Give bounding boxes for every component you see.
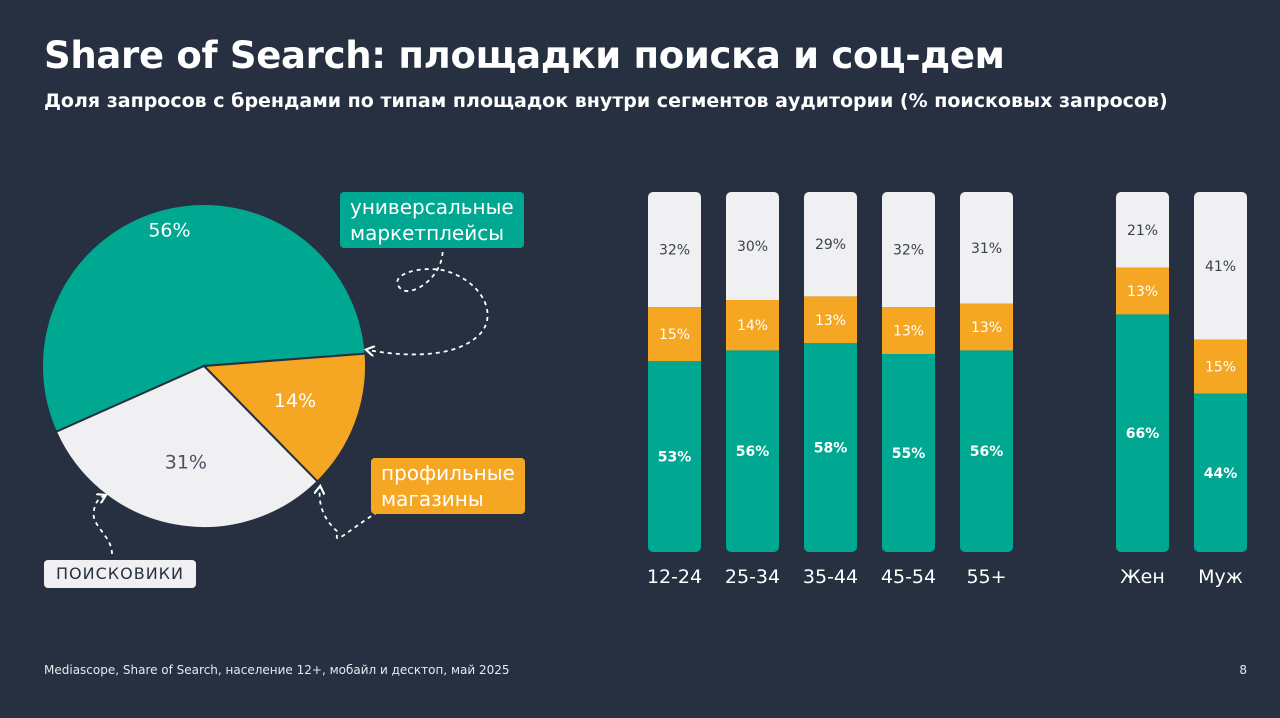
x-tick-label: 25-34 [725,566,780,588]
bar-stack [882,192,935,552]
bar-group-Жен: 66% 13% 21% Жен [1116,192,1169,588]
bar-segment-marketplaces [648,361,701,552]
bar-segment-marketplaces [804,343,857,552]
x-tick-label: 12-24 [647,566,702,588]
bar-label-marketplaces: 53% [658,450,692,466]
bar-label-stores: 13% [1127,284,1158,300]
x-tick-label: 45-54 [881,566,936,588]
bar-group-35-44: 58% 13% 29% 35-44 [803,192,858,588]
bar-stack [726,192,779,552]
bar-stack [960,192,1013,552]
callout-stores-label: профильные магазины [381,461,515,511]
bar-group-Муж: 44% 15% 41% Муж [1194,192,1247,588]
bar-segment-search [726,192,779,300]
bar-segment-search [648,192,701,308]
bar-label-stores: 14% [737,318,768,334]
page-title: Share of Search: площадки поиска и соц-д… [44,34,1005,77]
page-subtitle: Доля запросов с брендами по типам площад… [44,90,1168,112]
bar-label-stores: 15% [1205,360,1236,376]
callout-search: ПОИСКОВИКИ [44,560,196,588]
pie-label-stores: 14% [274,390,316,412]
bar-label-marketplaces: 56% [736,444,770,460]
bar-label-stores: 15% [659,327,690,343]
bar-label-marketplaces: 66% [1126,426,1160,442]
pie-label-search: 31% [165,451,207,473]
pie-slice-marketplaces [41,203,367,434]
arrow-search [92,496,113,555]
bar-label-search: 21% [1127,223,1158,239]
page-number: 8 [1239,663,1247,677]
bar-segment-search [1116,192,1169,268]
bar-stack [1194,192,1247,552]
bar-segment-marketplaces [1194,393,1247,552]
bar-segment-stores [804,296,857,344]
bar-label-stores: 13% [893,324,924,340]
bar-label-search: 30% [737,239,768,255]
bar-segment-marketplaces [1116,314,1169,552]
bar-segment-search [882,192,935,308]
bar-segment-search [1194,192,1247,340]
bar-group-25-34: 56% 14% 30% 25-34 [725,192,780,588]
bar-label-search: 32% [659,243,690,259]
x-tick-label: Жен [1120,566,1165,588]
arrow-stores [320,488,379,539]
bar-group-12-24: 53% 15% 32% 12-24 [647,192,702,588]
bar-segment-stores [882,307,935,354]
pie-chart: 56% 14% 31% [41,203,367,529]
bar-group-55+: 56% 13% 31% 55+ [960,192,1013,588]
pie-slice-search [54,364,319,529]
bar-label-stores: 13% [971,320,1002,336]
bar-segment-marketplaces [726,350,779,552]
x-tick-label: 35-44 [803,566,858,588]
bar-label-search: 41% [1205,259,1236,275]
pie-label-marketplaces: 56% [148,219,190,241]
bar-segment-search [960,192,1013,304]
footer-source: Mediascope, Share of Search, население 1… [44,663,510,677]
bar-segment-marketplaces [882,354,935,552]
pie-slice-stores [201,352,367,483]
bar-segment-marketplaces [960,350,1013,552]
x-tick-label: 55+ [966,566,1006,588]
bar-label-search: 29% [815,237,846,253]
callout-stores: профильные магазины [371,458,525,514]
bar-segment-stores [960,303,1013,351]
bar-label-marketplaces: 58% [814,441,848,457]
bar-segment-search [804,192,857,297]
bar-label-marketplaces: 56% [970,444,1004,460]
bar-stack [1116,192,1169,552]
bar-label-marketplaces: 55% [892,446,926,462]
bar-label-search: 31% [971,241,1002,257]
bar-segment-stores [648,307,701,362]
bar-label-marketplaces: 44% [1204,466,1238,482]
arrow-marketplaces [368,243,489,354]
bar-group-45-54: 55% 13% 32% 45-54 [881,192,936,588]
bar-label-search: 32% [893,243,924,259]
bar-stack [804,192,857,552]
bar-label-stores: 13% [815,313,846,329]
bar-segment-stores [1194,339,1247,394]
callout-marketplaces-label: универсальные маркетплейсы [350,195,514,245]
bar-segment-stores [1116,267,1169,315]
callout-search-label: ПОИСКОВИКИ [56,564,184,583]
bar-segment-stores [726,300,779,351]
bar-stack [648,192,701,552]
callout-marketplaces: универсальные маркетплейсы [340,192,524,248]
x-tick-label: Муж [1198,566,1243,588]
